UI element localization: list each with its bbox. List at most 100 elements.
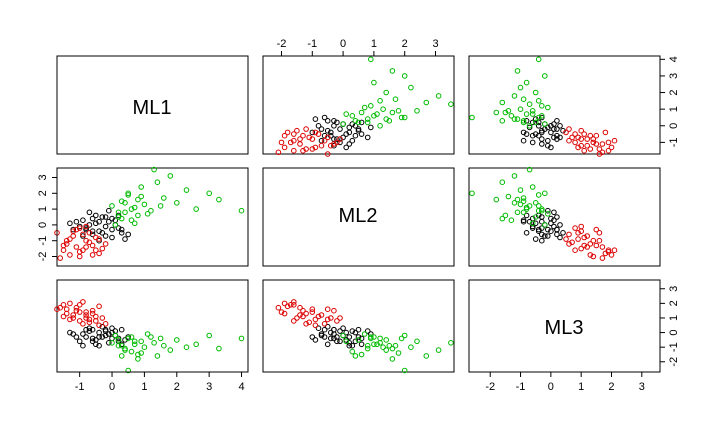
data-point [99, 245, 106, 252]
data-point [358, 109, 365, 116]
data-point [122, 200, 128, 206]
data-point [551, 217, 557, 223]
data-point [318, 332, 325, 339]
data-point [364, 116, 371, 122]
data-point [60, 302, 67, 308]
data-point [508, 113, 515, 119]
right-ml1-tick-label: 1 [668, 106, 680, 112]
data-point [542, 233, 548, 239]
data-point [73, 307, 80, 314]
data-point [377, 98, 383, 104]
data-point [368, 103, 374, 109]
data-point [566, 231, 572, 238]
data-point [328, 335, 334, 342]
data-point [352, 132, 359, 139]
data-point [343, 338, 350, 345]
data-point [67, 252, 73, 258]
diag-label-ml2: ML2 [339, 205, 378, 227]
data-point [321, 334, 328, 340]
data-point [364, 345, 371, 352]
data-point [89, 228, 96, 234]
data-point [125, 335, 131, 342]
data-point [80, 299, 86, 305]
data-point [535, 132, 542, 139]
data-point [174, 337, 180, 343]
data-point [563, 236, 569, 242]
data-point [349, 113, 356, 119]
data-point [99, 315, 106, 321]
data-point [154, 353, 161, 359]
data-point [423, 353, 430, 359]
data-point [389, 109, 396, 116]
data-point [517, 84, 524, 91]
data-point [389, 356, 396, 362]
data-point [593, 242, 600, 249]
data-point [148, 207, 154, 214]
data-point [67, 329, 73, 336]
data-point [548, 228, 554, 234]
data-point [303, 310, 309, 317]
data-point [70, 312, 76, 318]
data-point [287, 139, 294, 146]
top-ml2-tick-label: 0 [340, 38, 346, 50]
data-point [83, 244, 89, 250]
data-point [80, 217, 86, 223]
data-point [96, 303, 102, 310]
data-point [312, 144, 319, 151]
data-point [539, 237, 545, 244]
data-point [346, 342, 353, 349]
data-point [331, 142, 337, 149]
data-point [505, 108, 512, 114]
data-point [349, 348, 356, 355]
data-point [493, 109, 500, 116]
data-point [275, 304, 282, 311]
bottom-ml3-tick-label: 2 [608, 381, 614, 393]
data-point [337, 315, 343, 321]
data-point [584, 233, 591, 239]
data-point [368, 335, 374, 342]
data-point [324, 127, 331, 134]
data-point [281, 310, 288, 317]
data-point [297, 136, 303, 142]
data-point [83, 312, 89, 318]
data-point [532, 119, 539, 126]
data-point [284, 303, 291, 310]
data-point [99, 214, 106, 220]
data-point [590, 136, 597, 142]
data-point [306, 319, 313, 326]
data-point [520, 198, 527, 204]
data-point [125, 192, 131, 198]
data-point [281, 132, 288, 139]
data-point [526, 123, 533, 129]
data-point [167, 347, 174, 353]
top-ml2-tick-label: -1 [307, 38, 317, 50]
data-point [89, 215, 96, 222]
data-point [493, 196, 500, 203]
data-point [86, 209, 93, 216]
data-point [380, 106, 386, 112]
data-point [448, 340, 454, 346]
data-point [398, 335, 405, 342]
data-point [358, 341, 365, 348]
data-point [125, 367, 131, 374]
data-point [532, 236, 539, 242]
data-point [106, 207, 112, 214]
data-point [520, 195, 527, 201]
data-point [122, 236, 128, 242]
top-ml2-tick-label: 1 [371, 38, 377, 50]
data-point [383, 347, 390, 353]
data-point [548, 220, 554, 227]
data-point [514, 68, 521, 74]
data-point [89, 335, 96, 342]
data-point [511, 200, 518, 206]
data-point [520, 218, 527, 225]
bottom-ml1-tick-label: 3 [206, 381, 212, 393]
bottom-ml3-tick-label: -2 [485, 381, 495, 393]
data-point [93, 212, 99, 219]
data-point [291, 299, 297, 305]
data-point [131, 204, 138, 211]
data-point [73, 334, 80, 340]
data-point [193, 341, 199, 348]
data-point [83, 334, 89, 340]
data-point [76, 338, 83, 345]
